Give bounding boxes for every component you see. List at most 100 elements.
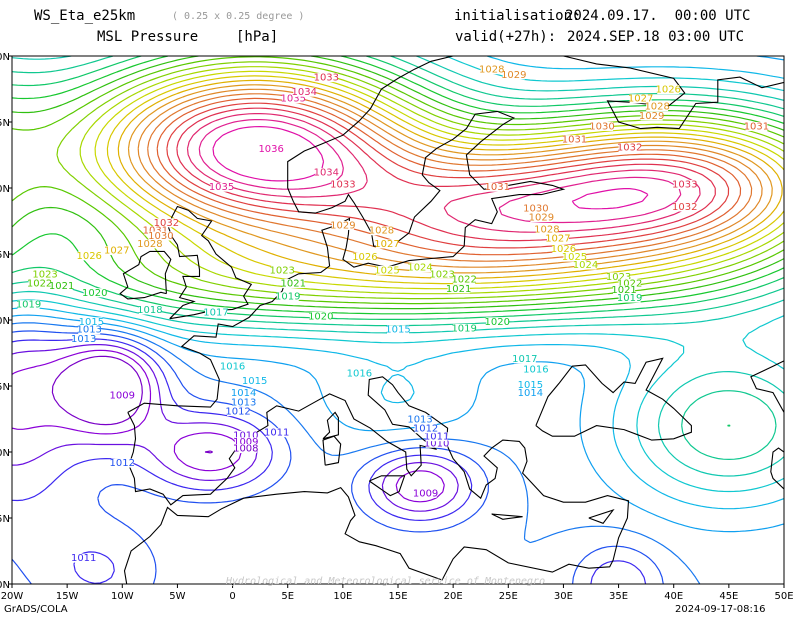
watermark: Hydrological and Meteorological service … [226, 576, 546, 587]
x-tick-label: 10W [111, 591, 134, 602]
label-mask [276, 292, 299, 302]
x-tick-label: 30E [554, 591, 573, 602]
coastlines [119, 56, 784, 584]
isobar-label: 1020 [82, 288, 107, 299]
label-mask [591, 121, 614, 131]
y-tick-label: 70N [0, 52, 10, 63]
label-mask [105, 246, 128, 256]
label-mask [618, 279, 641, 289]
label-mask [234, 437, 257, 447]
isobar-label: 1009 [233, 437, 258, 448]
isobar-label: 1009 [110, 391, 135, 402]
label-mask [111, 391, 134, 401]
x-tick-label: 40E [664, 591, 683, 602]
isobar-label: 1032 [617, 143, 642, 154]
isobar-label: 1011 [264, 428, 289, 439]
label-mask [78, 325, 101, 335]
label-mask [232, 397, 255, 407]
isobar-label: 1019 [275, 292, 300, 303]
x-tick-label: 10E [333, 591, 352, 602]
isobar-label: 1013 [231, 397, 256, 408]
coastline-1 [127, 56, 566, 413]
isobar-label: 1034 [292, 87, 317, 98]
label-mask [375, 239, 398, 249]
coastline-10 [265, 56, 784, 130]
label-mask [260, 144, 283, 154]
label-mask [375, 265, 398, 275]
label-mask [530, 213, 553, 223]
isobar-label: 1017 [203, 308, 228, 319]
label-mask [414, 424, 437, 434]
isobar-label: 1027 [545, 234, 570, 245]
label-mask [50, 281, 73, 291]
label-mask [387, 325, 409, 335]
label-mask [629, 94, 652, 104]
label-mask [618, 143, 641, 153]
valid-label: valid(+27h): [455, 29, 557, 45]
label-mask [519, 388, 542, 398]
label-mask [138, 239, 161, 249]
label-mask [574, 260, 597, 270]
isobar-lines [12, 56, 784, 584]
isobar-label: 1024 [407, 263, 432, 274]
label-mask [144, 226, 167, 236]
isobar-label: 1026 [352, 252, 377, 263]
axes: 20W 15W 10W 5W 0 5E 10E 15E 20E 25E 30E 35E 40E 45E 50… [0, 52, 794, 602]
isobar-label: 1021 [611, 285, 636, 296]
isobar-label: 1010 [233, 430, 258, 441]
coastline-9 [535, 357, 692, 441]
isobar-label: 1033 [314, 73, 339, 84]
label-mask [83, 288, 106, 298]
isobar-1015 [12, 56, 784, 510]
isobar-1009 [12, 349, 445, 503]
isobar-label: 1022 [617, 279, 642, 290]
field-name: MSL Pressure [97, 29, 199, 45]
label-mask [309, 312, 332, 322]
isobar-label: 1013 [76, 325, 101, 336]
coastline-5 [322, 435, 342, 466]
label-mask [331, 220, 354, 230]
isobar-label: 1009 [413, 488, 438, 499]
isobar-label: 1016 [347, 368, 372, 379]
isobar-label: 1033 [672, 180, 697, 191]
isobar-label: 1014 [518, 388, 543, 399]
label-mask [80, 317, 103, 327]
label-mask [282, 94, 305, 104]
isobar-1013 [12, 322, 701, 584]
label-mask [552, 244, 575, 254]
isobar-label: 1020 [308, 312, 333, 323]
label-mask [447, 284, 470, 294]
label-mask [331, 180, 354, 190]
label-mask [234, 444, 257, 454]
isobar-label: 1027 [374, 239, 399, 250]
isobar-label: 1021 [281, 279, 306, 290]
isobar-labels: 1035103610351034103310341033103210311030… [16, 65, 769, 564]
label-mask [524, 364, 547, 374]
label-mask [315, 73, 338, 83]
isobar-label: 1031 [485, 182, 510, 193]
coastline-7 [491, 513, 523, 520]
label-mask [414, 488, 437, 498]
label-mask [17, 300, 40, 310]
isobar-1026 [106, 75, 784, 285]
isobar-label: 1015 [79, 317, 104, 328]
label-mask [673, 202, 696, 212]
isobar-label: 1031 [744, 121, 769, 132]
isobar-label: 1031 [562, 135, 587, 146]
isobar-label: 1032 [672, 202, 697, 213]
isobar-label: 1019 [451, 323, 476, 334]
label-mask [480, 65, 503, 75]
isobar-1030 [147, 93, 753, 262]
isobar-label: 1026 [76, 251, 101, 262]
label-mask [221, 362, 244, 372]
isobar-label: 1025 [562, 252, 587, 263]
x-tick-label: 45E [719, 591, 738, 602]
isobar-1008 [51, 355, 213, 454]
x-tick-label: 5W [169, 591, 185, 602]
coastline-6 [368, 475, 406, 497]
y-tick-label: 50N [0, 316, 10, 327]
label-mask [210, 182, 233, 192]
isobar-label: 1029 [529, 213, 554, 224]
isobar-1033 [176, 107, 716, 242]
label-mask [315, 168, 338, 178]
